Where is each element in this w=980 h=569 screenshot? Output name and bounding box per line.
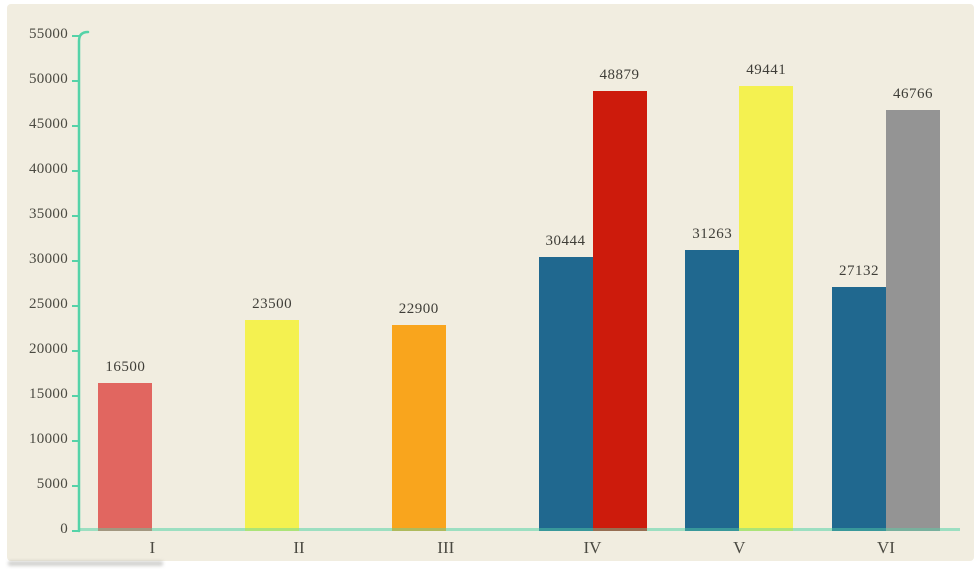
baseline-overlap xyxy=(885,527,940,531)
y-tick-label: 25000 xyxy=(29,296,68,312)
bar-value-label: 27132 xyxy=(838,262,879,279)
baseline-overlap xyxy=(538,527,593,531)
bar-value-label: 16500 xyxy=(105,358,146,375)
bar-V-1 xyxy=(685,249,740,531)
y-axis xyxy=(72,30,90,533)
baseline-overlap xyxy=(831,527,886,531)
y-tick-label: 10000 xyxy=(29,431,68,447)
y-tick-label: 45000 xyxy=(29,116,68,132)
x-tick-label-V: V xyxy=(733,538,746,557)
bar-VI-2 xyxy=(885,110,940,531)
bar-VI-1 xyxy=(831,286,886,531)
bar-IV-1 xyxy=(538,257,593,531)
y-tick-label: 55000 xyxy=(29,26,68,42)
y-tick-label: 40000 xyxy=(29,161,68,177)
y-tick-label: 20000 xyxy=(29,341,68,357)
bar-value-label: 30444 xyxy=(545,233,586,249)
bar-value-label: 23500 xyxy=(252,295,293,312)
x-tick-label-I: I xyxy=(149,538,156,557)
bar-value-label: 46766 xyxy=(892,86,933,103)
y-tick-label: 5000 xyxy=(36,476,68,492)
bar-value-label: 22900 xyxy=(398,300,439,317)
bar-III xyxy=(391,324,446,531)
y-tick-label: 50000 xyxy=(29,71,68,87)
bar-value-label: 49441 xyxy=(746,62,787,79)
x-tick-label-II: II xyxy=(293,538,305,557)
baseline-overlap xyxy=(245,528,300,531)
bar-I xyxy=(98,382,153,531)
baseline-overlap xyxy=(98,528,153,531)
bar-II xyxy=(245,319,300,531)
y-tick-label: 0 xyxy=(60,521,68,537)
bar-value-label: 48879 xyxy=(599,67,640,84)
bar-V-2 xyxy=(739,86,794,531)
baseline-overlap xyxy=(391,527,446,531)
y-tick-label: 15000 xyxy=(29,386,68,402)
x-tick-label-III: III xyxy=(437,538,455,557)
baseline-overlap xyxy=(592,527,647,531)
y-tick-label: 30000 xyxy=(29,251,68,267)
baseline-overlap xyxy=(739,527,794,531)
y-axis-line xyxy=(77,30,90,533)
chart-panel xyxy=(7,4,974,561)
bottom-left-artifact xyxy=(8,561,163,566)
baseline-overlap xyxy=(685,527,740,531)
x-tick-label-VI: VI xyxy=(876,538,895,557)
x-tick-label-IV: IV xyxy=(583,538,602,557)
bar-value-label: 31263 xyxy=(692,225,733,242)
bar-IV-2 xyxy=(592,91,647,531)
y-tick-label: 35000 xyxy=(29,206,68,222)
